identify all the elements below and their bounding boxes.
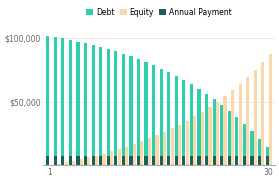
Bar bbox=[190, 156, 193, 165]
Bar bbox=[258, 156, 261, 165]
Bar bbox=[216, 102, 219, 165]
Bar bbox=[57, 164, 60, 165]
Bar bbox=[129, 56, 133, 156]
Bar bbox=[254, 70, 257, 165]
Bar bbox=[140, 141, 143, 165]
Bar bbox=[152, 156, 155, 165]
Bar bbox=[152, 65, 155, 156]
Bar bbox=[145, 156, 148, 165]
Bar bbox=[80, 159, 83, 165]
Bar bbox=[243, 124, 246, 156]
Bar bbox=[107, 156, 110, 165]
Bar bbox=[87, 157, 90, 165]
Bar bbox=[61, 156, 64, 165]
Bar bbox=[193, 116, 196, 165]
Bar bbox=[114, 51, 117, 156]
Bar bbox=[198, 89, 201, 156]
Bar bbox=[137, 156, 140, 165]
Bar bbox=[76, 156, 80, 165]
Bar bbox=[76, 41, 80, 156]
Bar bbox=[84, 156, 87, 165]
Bar bbox=[133, 144, 136, 165]
Bar bbox=[46, 35, 49, 156]
Bar bbox=[243, 156, 246, 165]
Bar bbox=[205, 94, 208, 156]
Bar bbox=[190, 84, 193, 156]
Bar bbox=[125, 147, 128, 165]
Bar bbox=[92, 156, 95, 165]
Bar bbox=[167, 156, 170, 165]
Bar bbox=[72, 161, 75, 165]
Bar bbox=[170, 129, 174, 165]
Bar bbox=[235, 117, 239, 156]
Bar bbox=[64, 162, 68, 165]
Bar bbox=[54, 156, 57, 165]
Bar bbox=[223, 96, 227, 165]
Bar bbox=[235, 156, 239, 165]
Bar bbox=[220, 156, 223, 165]
Legend: Debt, Equity, Annual Payment: Debt, Equity, Annual Payment bbox=[83, 5, 235, 20]
Bar bbox=[228, 156, 231, 165]
Bar bbox=[84, 43, 87, 156]
Bar bbox=[167, 72, 170, 156]
Bar bbox=[201, 112, 204, 165]
Bar bbox=[160, 69, 163, 156]
Bar bbox=[261, 62, 264, 165]
Bar bbox=[258, 139, 261, 156]
Bar bbox=[250, 131, 254, 156]
Bar bbox=[117, 149, 121, 165]
Bar bbox=[213, 156, 216, 165]
Bar bbox=[266, 156, 269, 165]
Bar bbox=[163, 132, 166, 165]
Bar bbox=[220, 105, 223, 156]
Bar bbox=[182, 80, 186, 156]
Bar bbox=[160, 156, 163, 165]
Bar bbox=[107, 49, 110, 156]
Bar bbox=[178, 125, 181, 165]
Bar bbox=[122, 156, 125, 165]
Bar bbox=[148, 138, 151, 165]
Bar bbox=[239, 84, 242, 165]
Bar bbox=[102, 153, 105, 165]
Bar bbox=[69, 40, 72, 156]
Bar bbox=[246, 77, 249, 165]
Bar bbox=[95, 155, 98, 165]
Bar bbox=[61, 38, 64, 156]
Bar bbox=[208, 107, 211, 165]
Bar bbox=[114, 156, 117, 165]
Bar bbox=[266, 147, 269, 156]
Bar bbox=[69, 156, 72, 165]
Bar bbox=[99, 47, 102, 156]
Bar bbox=[155, 135, 158, 165]
Bar bbox=[137, 59, 140, 156]
Bar bbox=[186, 121, 189, 165]
Bar bbox=[231, 90, 234, 165]
Bar bbox=[129, 156, 133, 165]
Bar bbox=[228, 111, 231, 156]
Bar bbox=[110, 151, 113, 165]
Bar bbox=[175, 76, 178, 156]
Bar bbox=[122, 54, 125, 156]
Bar bbox=[46, 156, 49, 165]
Bar bbox=[99, 156, 102, 165]
Bar bbox=[250, 156, 254, 165]
Bar bbox=[198, 156, 201, 165]
Bar bbox=[175, 156, 178, 165]
Bar bbox=[92, 45, 95, 156]
Bar bbox=[54, 37, 57, 156]
Bar bbox=[213, 99, 216, 156]
Bar bbox=[205, 156, 208, 165]
Bar bbox=[145, 62, 148, 156]
Bar bbox=[269, 54, 272, 165]
Bar bbox=[182, 156, 186, 165]
